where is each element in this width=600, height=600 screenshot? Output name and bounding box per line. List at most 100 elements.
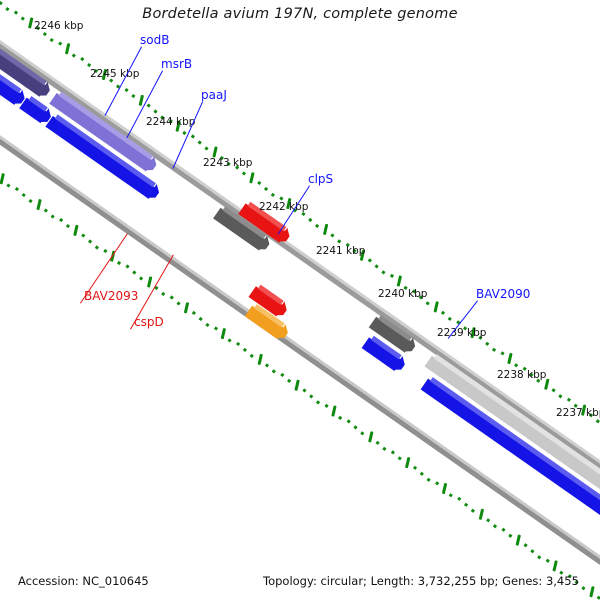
gene-label-bav2090[interactable]: BAV2090 — [476, 287, 531, 301]
scale-tick-minor — [530, 549, 535, 554]
scale-label: 2238 kbp — [497, 369, 547, 381]
scale-tick-minor — [523, 543, 528, 548]
scale-tick-minor — [227, 338, 232, 343]
gene-label-leader-line — [172, 101, 203, 169]
scale-tick-minor — [249, 353, 254, 358]
scale-tick-minor — [492, 524, 498, 529]
scale-tick-minor — [125, 264, 130, 269]
scale-tick-major — [322, 223, 329, 236]
scale-tick-minor — [426, 477, 431, 482]
scale-tick-minor — [169, 295, 174, 300]
scale-tick-minor — [271, 369, 276, 374]
scale-tick-minor — [551, 388, 556, 393]
scale-tick-minor — [236, 341, 241, 347]
gene-label-msrb[interactable]: msrB — [161, 57, 193, 71]
scale-tick-major — [331, 405, 337, 417]
scale-tick-minor — [103, 248, 108, 254]
scale-tick-major — [478, 508, 485, 520]
scale-tick-minor — [390, 450, 396, 455]
scale-tick-major — [294, 379, 300, 391]
scale-tick-major — [73, 224, 79, 237]
scale-tick-minor — [425, 301, 430, 306]
scale-tick-minor — [287, 378, 292, 383]
scale-tick-major — [36, 198, 42, 211]
scale-tick-minor — [501, 527, 506, 532]
scale-tick-major — [552, 560, 558, 572]
scale-tick-minor — [81, 233, 86, 238]
scale-tick-minor — [500, 351, 505, 356]
gene-label-paaj[interactable]: paaJ — [201, 88, 227, 102]
scale-label: 2239 kbp — [437, 327, 487, 339]
scale-tick-minor — [374, 264, 379, 269]
scale-tick-minor — [50, 214, 55, 219]
scale-tick-minor — [324, 403, 329, 408]
scale-tick-minor — [49, 37, 54, 43]
scale-tick-minor — [457, 496, 462, 501]
scale-tick-minor — [447, 316, 452, 321]
scale-tick-minor — [190, 134, 195, 139]
scale-tick-minor — [353, 425, 358, 430]
scale-label: 2243 kbp — [203, 157, 253, 169]
scale-tick-major — [257, 353, 263, 366]
scale-tick-major — [146, 276, 153, 288]
page-title: Bordetella avium 197N, complete genome — [142, 6, 458, 22]
scale-tick-minor — [242, 347, 247, 353]
scale-tick-minor — [419, 471, 424, 476]
scale-tick-minor — [28, 198, 33, 204]
scale-tick-minor — [470, 508, 475, 513]
scale-tick-minor — [315, 400, 321, 405]
scale-tick-minor — [381, 270, 386, 275]
scale-tick-minor — [280, 372, 285, 378]
scale-tick-minor — [382, 446, 387, 451]
scale-tick-minor — [65, 223, 71, 229]
scale-tick-major — [396, 275, 403, 287]
scale-tick-minor — [566, 397, 571, 402]
scale-tick-minor — [537, 555, 542, 560]
scale-tick-minor — [139, 276, 144, 281]
scale-tick-minor — [197, 140, 202, 145]
scale-tick-minor — [71, 53, 76, 58]
scale-tick-minor — [182, 130, 187, 136]
gene-label-cspd[interactable]: cspD — [134, 315, 164, 329]
gene-label-clps[interactable]: clpS — [308, 172, 334, 186]
scale-tick-minor — [213, 326, 219, 331]
scale-tick-major — [64, 43, 71, 55]
scale-tick-minor — [87, 239, 93, 244]
scale-tick-minor — [0, 1, 3, 6]
scale-tick-minor — [558, 394, 563, 399]
scale-tick-minor — [514, 363, 519, 368]
scale-tick-minor — [257, 180, 262, 186]
scale-tick-minor — [80, 56, 85, 62]
scale-tick-minor — [43, 208, 48, 213]
scale-label: 2245 kbp — [90, 68, 140, 80]
scale-tick-minor — [270, 192, 275, 198]
gene-label-sodb[interactable]: sodB — [140, 33, 170, 47]
scale-tick-minor — [153, 109, 158, 114]
scale-tick-major — [507, 352, 513, 365]
status-bar: Accession: NC_010645 Topology: circular;… — [0, 574, 600, 590]
scale-tick-minor — [412, 465, 418, 470]
scale-tick-major — [404, 456, 411, 469]
scale-label: 2246 kbp — [34, 20, 84, 32]
scale-tick-minor — [58, 41, 63, 46]
scale-tick-minor — [485, 341, 490, 346]
scale-tick-minor — [330, 233, 335, 238]
scale-tick-minor — [448, 493, 453, 498]
scale-label: 2240 kbp — [378, 288, 428, 300]
scale-tick-minor — [124, 87, 129, 93]
scale-tick-major — [249, 172, 255, 184]
scale-tick-minor — [21, 192, 26, 198]
scale-tick-minor — [94, 245, 99, 250]
backbone-rail-upper-highlight — [0, 0, 600, 568]
scale-tick-minor — [176, 301, 181, 306]
scale-tick-minor — [337, 239, 342, 244]
backbone-rail-upper — [0, 0, 600, 572]
scale-tick-minor — [595, 419, 600, 424]
scale-tick-minor — [309, 394, 314, 399]
gene-label-bav2093[interactable]: BAV2093 — [84, 289, 139, 303]
scale-tick-minor — [116, 260, 122, 266]
scale-tick-major — [0, 173, 5, 185]
scale-tick-minor — [315, 223, 320, 228]
scale-tick-minor — [397, 456, 402, 461]
